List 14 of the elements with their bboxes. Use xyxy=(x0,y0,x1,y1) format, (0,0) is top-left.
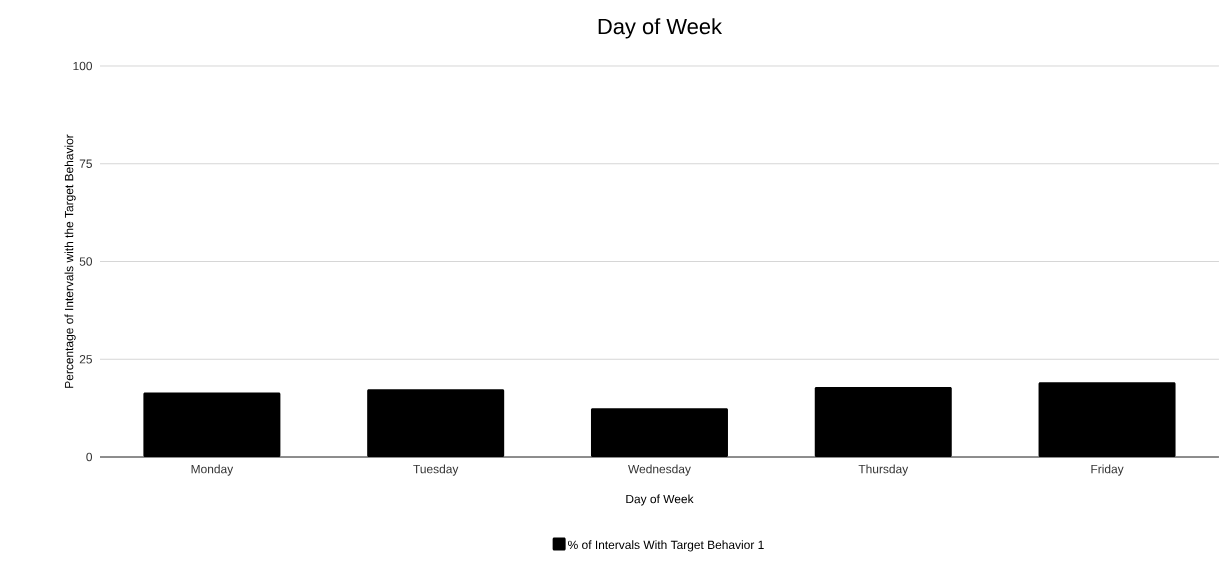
x-tick-label: Friday xyxy=(1091,464,1124,476)
y-axis-title: Percentage of Intervals with the Target Behavior xyxy=(64,134,76,388)
x-tick-label: Tuesday xyxy=(413,464,459,476)
legend-label: % of Intervals With Target Behavior 1 xyxy=(568,540,764,552)
y-tick-label: 0 xyxy=(86,452,93,462)
x-axis-title: Day of Week xyxy=(626,494,694,506)
chart-title: Day of Week xyxy=(598,18,723,39)
x-tick-label: Thursday xyxy=(858,464,909,476)
y-tick-label: 50 xyxy=(79,257,93,266)
y-tick-label: 100 xyxy=(73,61,93,71)
y-tick-label: 75 xyxy=(79,159,92,168)
x-tick-label: Wednesday xyxy=(628,464,691,476)
y-tick-label: 25 xyxy=(79,355,92,364)
x-tick-label: Monday xyxy=(191,464,234,476)
